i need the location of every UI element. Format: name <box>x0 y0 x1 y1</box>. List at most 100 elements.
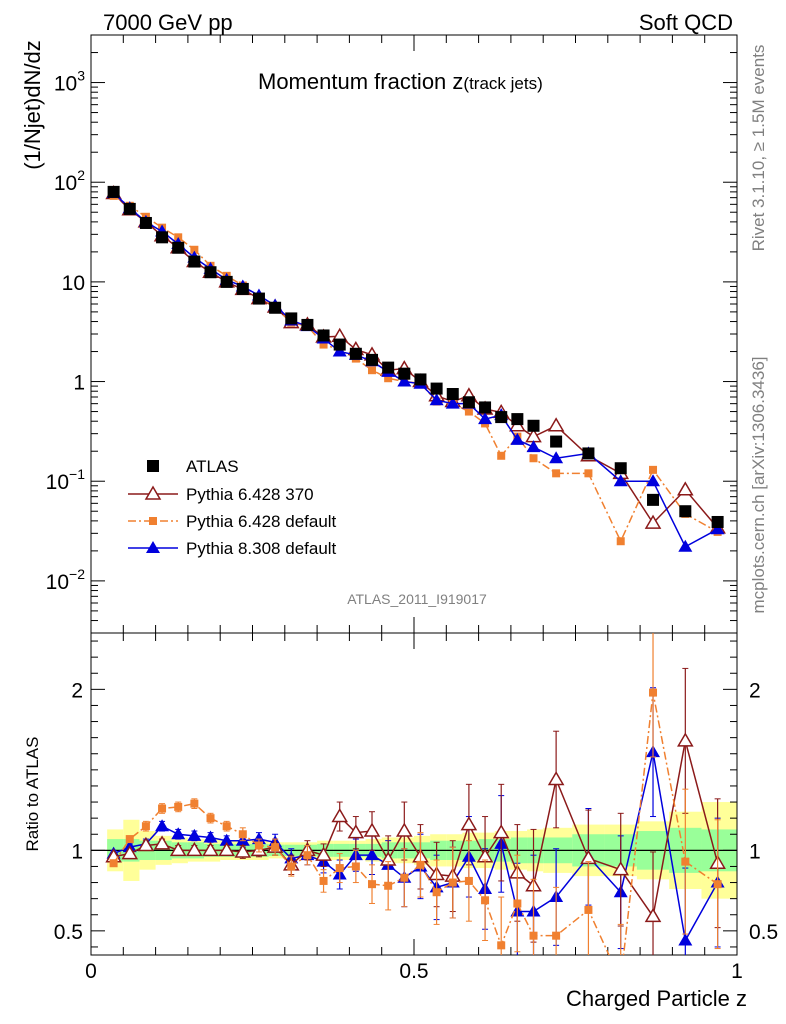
data-point <box>527 419 540 432</box>
ratio-point <box>271 843 280 852</box>
data-point <box>430 382 443 395</box>
ratio-y-tick-label: 0.5 <box>54 921 83 944</box>
ratio-point <box>347 824 365 839</box>
y-tick-label-base: 10 <box>46 571 69 594</box>
ratio-point <box>547 771 565 786</box>
data-point <box>711 515 724 528</box>
data-point <box>123 202 136 215</box>
y-tick-label-base: 10 <box>54 172 77 195</box>
ratio-y-axis-label: Ratio to ATLAS <box>23 737 42 852</box>
y-tick-label-exp: −1 <box>69 466 85 482</box>
y-tick-label: 1 <box>73 372 85 395</box>
data-point <box>429 393 444 406</box>
data-point <box>220 275 233 288</box>
data-point <box>445 396 460 409</box>
y-axis-label: (1/Njet)dN/dz <box>20 40 45 170</box>
y-tick-label: 10−2 <box>46 566 86 594</box>
legend-label: Pythia 6.428 default <box>186 512 337 531</box>
data-point <box>582 447 595 460</box>
data-point <box>526 440 541 453</box>
ratio-point <box>137 837 155 852</box>
ratio-point <box>649 688 658 697</box>
y-tick-label: 102 <box>54 167 85 195</box>
ratio-point <box>319 876 328 885</box>
ratio-point <box>365 848 380 861</box>
data-point <box>552 469 561 478</box>
side-label-mcplots: mcplots.cern.ch [arXiv:1306.3436] <box>749 356 768 613</box>
y-tick-label: 10−1 <box>46 466 86 494</box>
ratio-point <box>121 845 139 860</box>
data-point <box>649 465 658 474</box>
data-point <box>190 245 199 254</box>
plot-title-main: Momentum fraction z <box>258 69 463 94</box>
data-point <box>252 292 265 305</box>
ratio-series-0 <box>105 667 726 955</box>
main-series-layer <box>105 185 726 552</box>
ratio-point <box>681 857 690 866</box>
data-point <box>349 347 362 360</box>
legend-label: Pythia 8.308 default <box>186 539 337 558</box>
ratio-point <box>432 888 441 897</box>
data-point <box>317 329 330 342</box>
ratio-point <box>644 907 662 923</box>
y-tick-label-base: 10 <box>62 272 85 295</box>
ratio-point <box>155 819 170 832</box>
ratio-point <box>158 804 167 813</box>
ratio-plot-frame <box>90 632 738 956</box>
ratio-point <box>315 846 332 861</box>
header-right: Soft QCD <box>639 10 733 35</box>
data-point <box>677 481 694 496</box>
ratio-point <box>460 816 478 831</box>
ratio-point <box>529 931 538 940</box>
y-tick-label-base: 10 <box>46 471 69 494</box>
y-tick-label-exp: 2 <box>77 167 85 183</box>
data-point <box>156 231 169 244</box>
ratio-point <box>713 880 722 889</box>
data-point <box>446 388 459 401</box>
ratio-point <box>125 835 134 844</box>
x-tick-label: 1 <box>731 960 743 983</box>
series-0 <box>107 185 724 528</box>
legend-marker <box>149 517 157 525</box>
data-point <box>679 505 692 518</box>
plot-title-sub: (track jets) <box>463 74 542 93</box>
data-point <box>204 266 217 279</box>
side-label-rivet: Rivet 3.1.10, ≥ 1.5M events <box>749 45 768 252</box>
data-point <box>613 474 628 487</box>
ratio-point <box>363 822 381 837</box>
x-tick-label: 0.5 <box>399 960 428 983</box>
header-left: 7000 GeV pp <box>103 10 233 35</box>
data-point <box>547 417 565 432</box>
data-point <box>319 340 328 349</box>
data-point <box>382 361 395 374</box>
analysis-label: ATLAS_2011_I919017 <box>347 591 487 607</box>
ratio-point <box>206 814 215 823</box>
data-point <box>710 522 725 535</box>
ratio-point <box>109 859 118 868</box>
ratio-point <box>677 732 694 747</box>
data-point <box>614 462 627 475</box>
ratio-y-tick-label-right: 0.5 <box>749 921 778 944</box>
data-point <box>495 411 508 424</box>
ratio-point <box>153 835 171 850</box>
ratio-y-tick-label: 1 <box>71 840 83 863</box>
ratio-point <box>384 881 393 890</box>
ratio-point <box>513 899 522 908</box>
ratio-point <box>251 832 266 845</box>
data-point <box>616 537 625 546</box>
legend-marker <box>146 541 160 553</box>
y-tick-label-exp: −2 <box>69 566 85 582</box>
ratio-point <box>368 880 377 889</box>
data-point <box>285 312 298 325</box>
ratio-y-tick-label: 2 <box>71 679 83 702</box>
ratio-point <box>678 933 693 946</box>
ratio-point <box>187 828 202 841</box>
data-point <box>678 539 693 552</box>
data-point <box>139 216 152 229</box>
ratio-point <box>400 873 409 882</box>
ratio-point <box>552 931 561 940</box>
data-point <box>333 338 346 351</box>
data-point <box>647 493 660 506</box>
data-point <box>464 407 473 416</box>
